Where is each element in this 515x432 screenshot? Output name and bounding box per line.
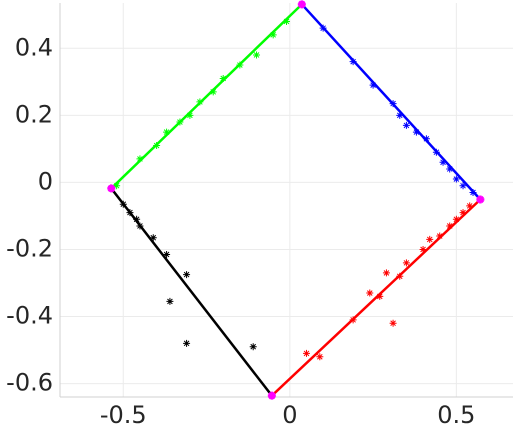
point xyxy=(452,175,460,183)
corner-point xyxy=(297,0,306,9)
point xyxy=(302,349,310,357)
point xyxy=(149,234,157,242)
point xyxy=(113,182,121,190)
point xyxy=(186,111,194,119)
point xyxy=(396,111,404,119)
point xyxy=(382,269,390,277)
y-tick-label: -0.4 xyxy=(6,302,53,330)
point xyxy=(452,215,460,223)
corner-point xyxy=(476,195,485,204)
point xyxy=(459,182,467,190)
x-tick-label: -0.5 xyxy=(100,401,147,429)
point xyxy=(466,202,474,210)
point xyxy=(426,235,434,243)
point xyxy=(422,135,430,143)
point xyxy=(126,209,134,217)
point xyxy=(209,88,217,96)
point xyxy=(163,250,171,258)
point xyxy=(196,98,204,106)
point xyxy=(269,31,277,39)
point xyxy=(389,100,397,108)
y-tick-label: -0.6 xyxy=(6,369,53,397)
point xyxy=(436,232,444,240)
point xyxy=(349,58,357,66)
point xyxy=(389,319,397,327)
corner-point xyxy=(107,184,116,193)
point xyxy=(349,316,357,324)
point xyxy=(446,165,454,173)
point xyxy=(396,272,404,280)
point xyxy=(469,188,477,196)
point xyxy=(136,155,144,163)
y-tick-label: 0 xyxy=(38,167,53,195)
x-tick-label: 0 xyxy=(282,401,297,429)
point xyxy=(166,297,174,305)
y-tick-label: 0.2 xyxy=(15,100,53,128)
point xyxy=(119,200,127,208)
point xyxy=(153,142,161,150)
point xyxy=(439,158,447,166)
x-tick-label: 0.5 xyxy=(437,401,475,429)
point xyxy=(412,128,420,136)
point xyxy=(183,271,191,279)
line xyxy=(110,187,273,397)
point xyxy=(402,121,410,129)
point xyxy=(136,222,144,230)
point xyxy=(219,74,227,82)
point xyxy=(419,245,427,253)
line xyxy=(270,198,482,397)
point xyxy=(369,81,377,89)
point xyxy=(236,61,244,69)
point xyxy=(432,148,440,156)
point xyxy=(376,292,384,300)
y-tick-label: -0.2 xyxy=(6,234,53,262)
point xyxy=(446,222,454,230)
point xyxy=(249,343,257,351)
point xyxy=(316,353,324,361)
y-tick-label: 0.4 xyxy=(15,33,53,61)
point xyxy=(163,128,171,136)
point xyxy=(253,51,261,59)
point xyxy=(319,24,327,32)
point xyxy=(366,289,374,297)
point xyxy=(133,215,141,223)
point xyxy=(283,17,290,25)
point xyxy=(183,339,191,347)
point xyxy=(176,118,184,126)
point xyxy=(402,259,410,267)
corner-point xyxy=(267,391,276,400)
point xyxy=(459,209,467,217)
